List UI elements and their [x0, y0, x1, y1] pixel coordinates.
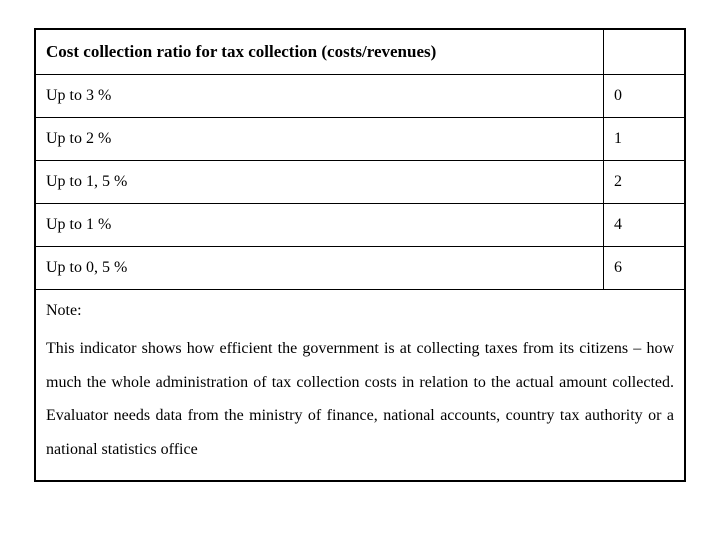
row-label: Up to 2 % — [36, 118, 604, 160]
row-label: Up to 0, 5 % — [36, 247, 604, 289]
row-value: 2 — [604, 161, 684, 203]
row-label: Up to 3 % — [36, 75, 604, 117]
table-header-row: Cost collection ratio for tax collection… — [36, 30, 684, 75]
table-row: Up to 0, 5 % 6 — [36, 247, 684, 290]
note-label: Note: — [46, 302, 674, 320]
row-label: Up to 1 % — [36, 204, 604, 246]
row-value: 4 — [604, 204, 684, 246]
table-header: Cost collection ratio for tax collection… — [36, 30, 604, 74]
row-value: 0 — [604, 75, 684, 117]
cost-collection-table: Cost collection ratio for tax collection… — [34, 28, 686, 482]
table-row: Up to 2 % 1 — [36, 118, 684, 161]
note-section: Note: This indicator shows how efficient… — [36, 290, 684, 480]
note-text: This indicator shows how efficient the g… — [46, 332, 674, 466]
row-label: Up to 1, 5 % — [36, 161, 604, 203]
table-row: Up to 3 % 0 — [36, 75, 684, 118]
row-value: 1 — [604, 118, 684, 160]
row-value: 6 — [604, 247, 684, 289]
table-row: Up to 1 % 4 — [36, 204, 684, 247]
table-row: Up to 1, 5 % 2 — [36, 161, 684, 204]
header-spacer — [604, 30, 684, 74]
